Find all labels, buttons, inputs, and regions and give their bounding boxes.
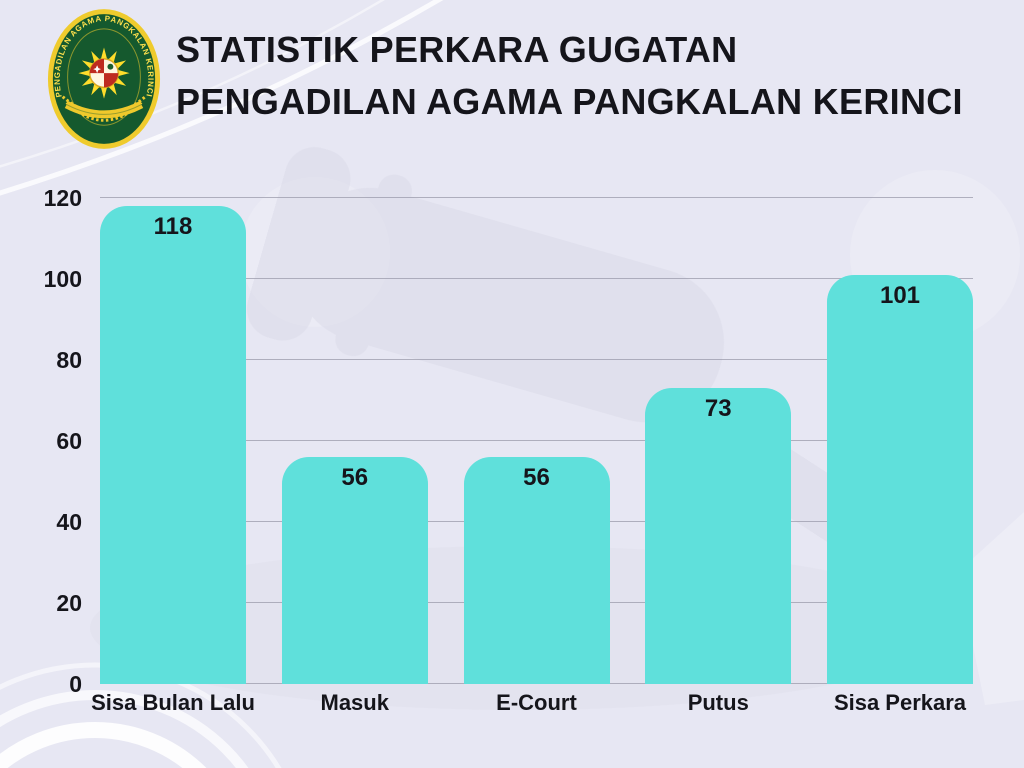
bar-column-masuk: 56 xyxy=(281,198,428,684)
logo-center-emblem xyxy=(89,58,119,89)
y-tick-label-60: 60 xyxy=(56,428,82,454)
title-line-2: PENGADILAN AGAMA PANGKALAN KERINCI xyxy=(176,81,963,122)
x-category-text: Sisa Bulan Lalu xyxy=(91,690,255,715)
bar-value-label-e-court: 56 xyxy=(523,464,550,492)
page-title: STATISTIK PERKARA GUGATAN PENGADILAN AGA… xyxy=(176,24,963,128)
corner-rings xyxy=(0,662,282,768)
plot-area: 118 56 56 73 101 xyxy=(100,197,973,684)
title-line-1: STATISTIK PERKARA GUGATAN xyxy=(176,29,738,70)
bar-value-label-putus: 73 xyxy=(704,395,732,423)
bar-sisa-perkara: 101 xyxy=(827,274,973,684)
gridline-60 xyxy=(100,440,973,441)
swoosh-lines xyxy=(0,0,444,196)
bar-column-e-court: 56 xyxy=(463,198,610,684)
gridline-120 xyxy=(100,197,973,198)
bar-value-label-masuk: 56 xyxy=(341,464,369,492)
x-category-label-putus: Putus xyxy=(645,690,791,716)
x-category-label-sisa-bulan-lalu: Sisa Bulan Lalu xyxy=(91,690,255,716)
y-tick-label-80: 80 xyxy=(56,347,82,374)
logo-banner xyxy=(61,95,147,122)
gridline-100 xyxy=(100,278,973,279)
x-category-text: Sisa Perkara xyxy=(833,690,967,715)
x-category-text: E-Court xyxy=(496,690,577,715)
x-category-text: Putus xyxy=(687,690,749,715)
x-category-text: Masuk xyxy=(320,690,389,715)
x-category-label-e-court: E-Court xyxy=(464,690,610,716)
y-tick-label-20: 20 xyxy=(56,590,82,617)
y-tick-label-100: 100 xyxy=(43,266,82,292)
bar-column-sisa-bulan-lalu: 118 xyxy=(100,198,246,684)
y-tick-label-120: 120 xyxy=(43,185,82,211)
gridline-80 xyxy=(100,359,973,361)
bars-row: 118 56 56 73 101 xyxy=(100,198,973,684)
x-category-label-masuk: Masuk xyxy=(282,690,428,716)
x-category-label-sisa-perkara: Sisa Perkara xyxy=(827,690,973,716)
court-logo: PENGADILAN AGAMA PANGKALAN KERINCI xyxy=(47,9,161,149)
bar-masuk: 56 xyxy=(281,457,428,684)
bar-sisa-bulan-lalu: 118 xyxy=(100,206,246,684)
y-tick-label-0: 0 xyxy=(69,671,82,697)
bar-value-label-sisa-bulan-lalu: 118 xyxy=(153,213,193,241)
y-axis: 0 20 40 60 80 100 120 xyxy=(0,185,88,697)
soft-streak xyxy=(958,512,1024,705)
x-axis: Sisa Bulan Lalu Masuk E-Court Putus Sisa Per… xyxy=(91,690,973,716)
bar-column-putus: 73 xyxy=(645,198,792,684)
bar-column-sisa-perkara: 101 xyxy=(827,198,973,684)
bar-putus: 73 xyxy=(645,388,792,684)
y-tick-label-40: 40 xyxy=(56,509,82,536)
bar-value-label-sisa-perkara: 101 xyxy=(879,281,921,309)
bar-e-court: 56 xyxy=(463,457,610,684)
